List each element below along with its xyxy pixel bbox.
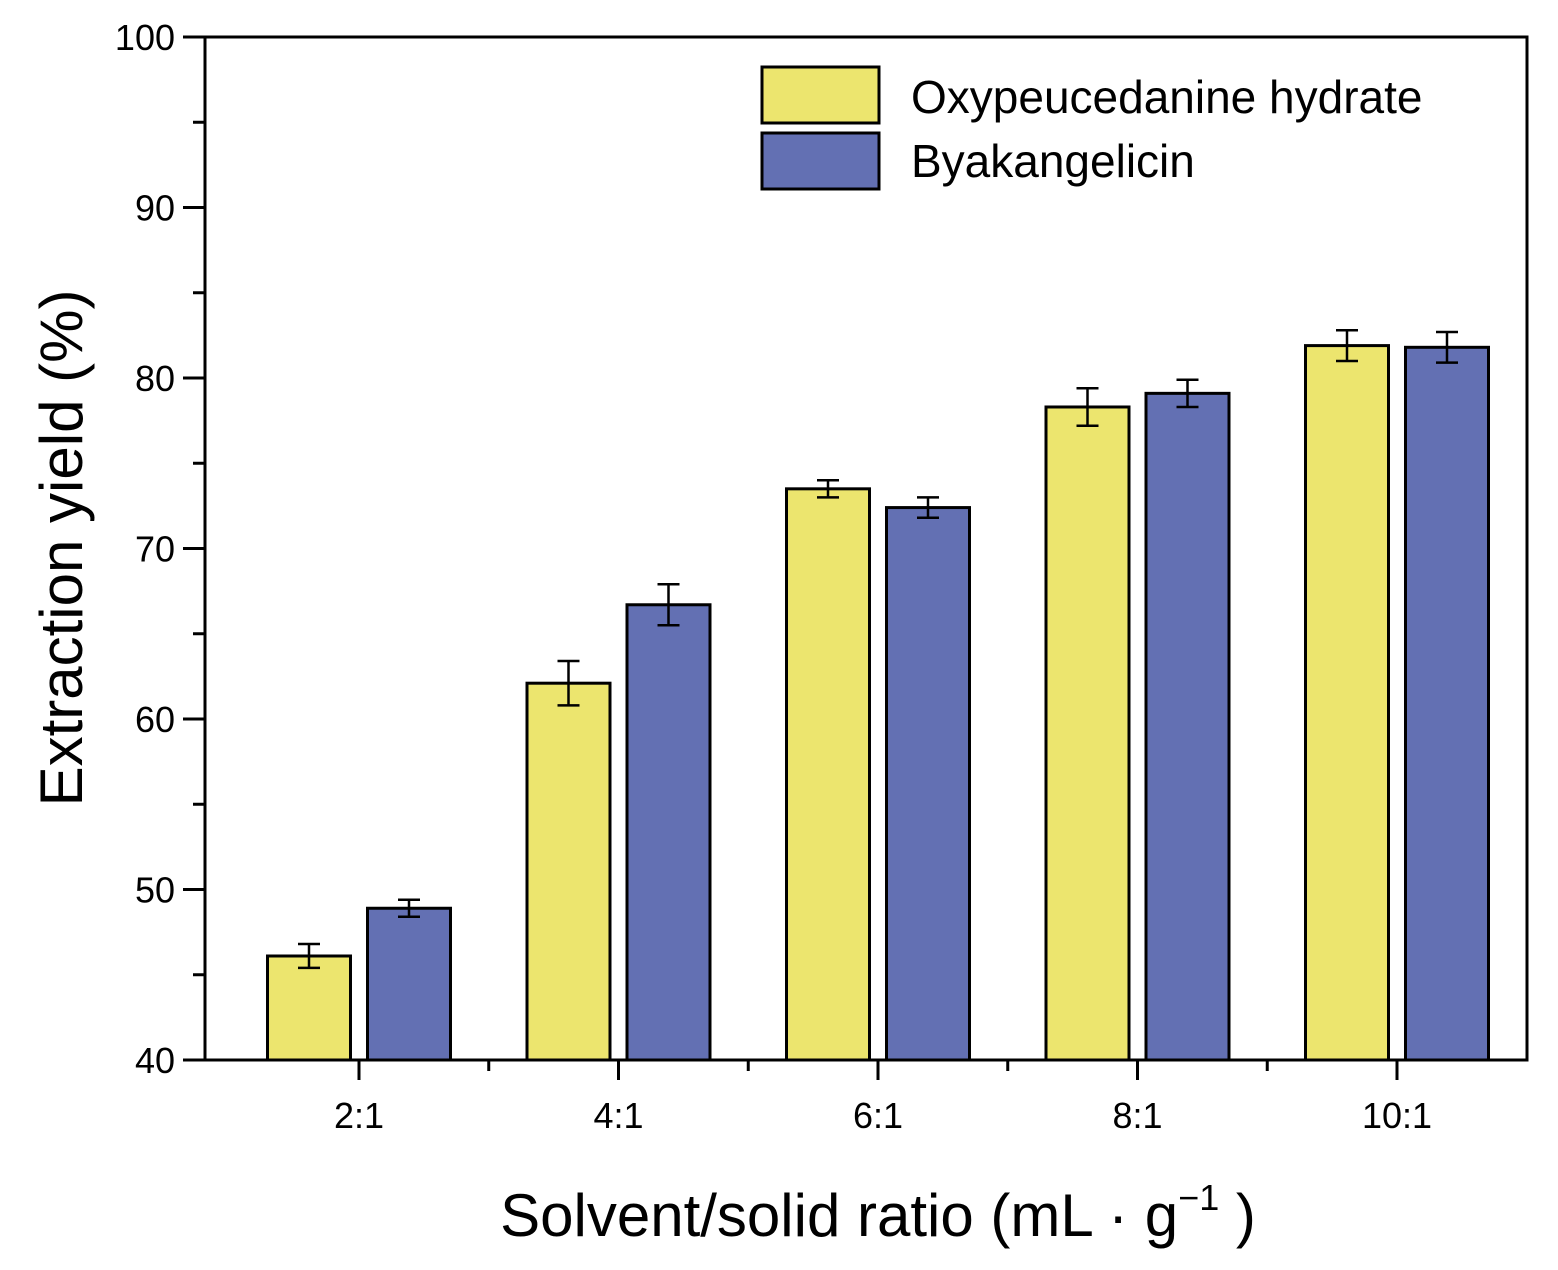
y-axis: 40 50 60 70 80 90 100 [115, 17, 205, 1081]
x-tick-label: 6:1 [853, 1095, 903, 1136]
y-tick-label: 40 [135, 1040, 175, 1081]
y-tick-label: 80 [135, 358, 175, 399]
bar-series1 [785, 487, 871, 1062]
x-tick-label: 2:1 [334, 1095, 384, 1136]
y-tick-label: 50 [135, 870, 175, 911]
x-tick-label: 4:1 [593, 1095, 643, 1136]
bar-series1 [525, 681, 612, 1062]
legend-swatch-byakangelicin [760, 131, 881, 191]
x-axis-title: Solvent/solid ratio (mL · g−1 ) [500, 1177, 1256, 1249]
legend-label-byakangelicin: Byakangelicin [911, 135, 1195, 187]
x-tick-label: 8:1 [1112, 1095, 1162, 1136]
y-axis-title: Extraction yield (%) [28, 290, 95, 807]
bar-series1 [1044, 405, 1131, 1062]
bar-series2 [1144, 391, 1231, 1062]
bar-series2 [625, 603, 712, 1062]
bars-layer [266, 344, 1490, 1062]
legend: Oxypeucedanine hydrate Byakangelicin [760, 65, 1422, 191]
x-axis-title-superscript: −1 [1178, 1177, 1219, 1218]
x-tick-label: 10:1 [1362, 1095, 1432, 1136]
y-tick-label: 100 [115, 17, 175, 58]
bar-series2 [885, 506, 971, 1062]
y-tick-label: 70 [135, 529, 175, 570]
bar-series1 [266, 954, 352, 1062]
legend-label-oxypeucedanine: Oxypeucedanine hydrate [911, 71, 1422, 123]
y-tick-label: 60 [135, 699, 175, 740]
y-tick-label: 90 [135, 188, 175, 229]
bar-series1 [1304, 344, 1390, 1062]
x-axis-title-main: Solvent/solid ratio (mL · g [500, 1182, 1178, 1249]
bar-series2 [366, 906, 452, 1062]
error-bars-layer [298, 329, 1458, 970]
legend-swatch-oxypeucedanine [760, 65, 881, 125]
bar-series2 [1404, 345, 1490, 1062]
x-axis: 2:1 4:1 6:1 8:1 10:1 [334, 1060, 1432, 1136]
x-axis-title-close: ) [1219, 1182, 1256, 1249]
